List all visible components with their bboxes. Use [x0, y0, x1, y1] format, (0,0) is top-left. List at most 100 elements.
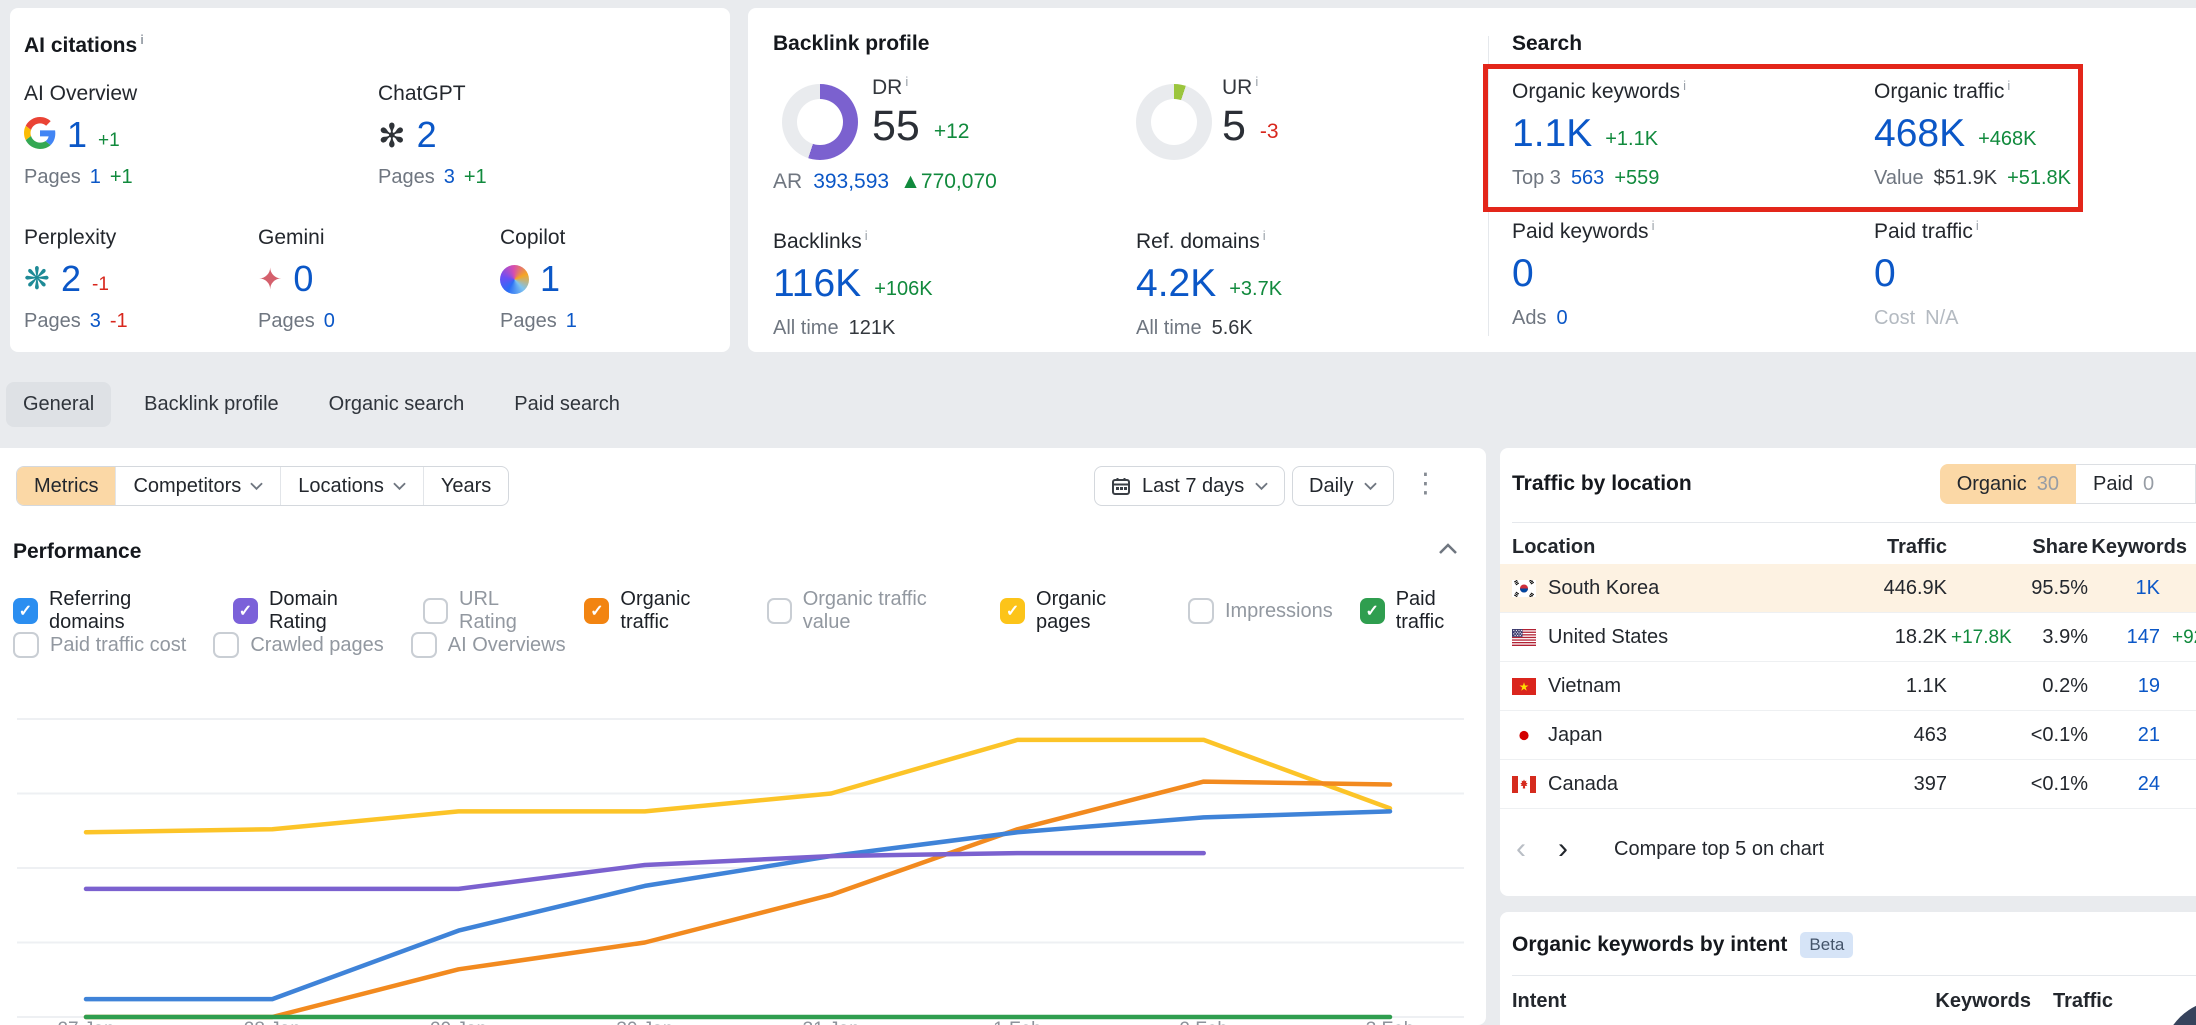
pages-value[interactable]: 1 [89, 166, 101, 188]
filter-locations[interactable]: Locations [280, 467, 423, 505]
filter-competitors[interactable]: Competitors [115, 467, 280, 505]
keywords-link[interactable]: 19 [2137, 675, 2160, 697]
col-traffic[interactable]: Traffic [1886, 536, 1947, 558]
keywords-link[interactable]: 24 [2137, 773, 2160, 795]
col-share[interactable]: Share [2032, 536, 2088, 558]
backlinks-delta: +106K [874, 278, 933, 300]
share-value: 0.2% [2042, 675, 2088, 697]
checked-checkbox-icon[interactable]: ✓ [13, 598, 38, 624]
location-pagination: ‹ › Compare top 5 on chart [1516, 832, 1824, 866]
metric-checkbox-ai-overviews[interactable]: AI Overviews [410, 632, 566, 658]
collapse-chevron-icon[interactable] [1438, 542, 1458, 560]
metric-checkbox-organic-traffic-value[interactable]: Organic traffic value [766, 588, 974, 634]
backlink-profile-title: Backlink profile [773, 32, 930, 55]
location-table-body: South Korea 446.9K 95.5% 1K United State… [1500, 564, 2196, 809]
info-icon[interactable] [1255, 74, 1258, 89]
performance-line-chart[interactable]: 27 Jan 28 Jan 29 Jan 30 Jan 31 Jan 1 Feb 2 Feb… [0, 685, 1486, 1025]
col-location[interactable]: Location [1512, 536, 1596, 558]
table-row-united-states[interactable]: United States 18.2K +17.8K 3.9% 147 +92 [1500, 613, 2196, 662]
unchecked-checkbox-icon[interactable] [766, 598, 792, 624]
info-icon[interactable] [1652, 218, 1655, 233]
filter-locations-label: Locations [298, 474, 384, 497]
metric-checkbox-url-rating[interactable]: URL Rating [422, 588, 557, 634]
tab-general[interactable]: General [6, 382, 112, 427]
beta-badge: Beta [1800, 932, 1854, 958]
info-icon[interactable] [1976, 218, 1979, 233]
keywords-link[interactable]: 21 [2137, 724, 2160, 746]
dr-label: DR [872, 76, 903, 99]
gemini-icon: ✦ [258, 261, 283, 296]
svg-text:30 Jan: 30 Jan [616, 1019, 673, 1025]
pages-label: Pages [378, 166, 435, 188]
organic-traffic-stat: Organic traffic 468K +468K Value $51.9K +5… [1874, 78, 2071, 190]
date-range-dropdown[interactable]: Last 7 days [1094, 466, 1286, 506]
metric-checkbox-organic-pages[interactable]: ✓ Organic pages [1000, 588, 1161, 634]
pages-value[interactable]: 0 [323, 310, 335, 332]
unchecked-checkbox-icon[interactable] [422, 598, 449, 624]
keywords-link[interactable]: 1K [2135, 577, 2160, 599]
location-name: Canada [1548, 773, 1619, 795]
toggle-paid[interactable]: Paid 0 [2076, 464, 2196, 504]
metric-label: Organic traffic value [802, 588, 927, 633]
ads-value[interactable]: 0 [1556, 307, 1568, 329]
metric-checkbox-paid-traffic-cost[interactable]: Paid traffic cost [13, 632, 186, 658]
table-row-vietnam[interactable]: Vietnam 1.1K 0.2% 19 [1500, 662, 2196, 711]
ref-domains-value[interactable]: 4.2K [1136, 262, 1217, 305]
col-keywords[interactable]: Keywords [2091, 536, 2187, 558]
tab-organic-search[interactable]: Organic search [328, 393, 465, 415]
pages-value[interactable]: 3 [89, 310, 101, 332]
info-icon[interactable] [905, 74, 908, 89]
checked-checkbox-icon[interactable]: ✓ [1000, 598, 1026, 624]
unchecked-checkbox-icon[interactable] [410, 632, 437, 658]
table-row-canada[interactable]: Canada 397 <0.1% 24 [1500, 760, 2196, 809]
checked-checkbox-icon[interactable]: ✓ [232, 598, 258, 624]
info-icon[interactable] [865, 228, 868, 243]
paid-traffic-value[interactable]: 0 [1874, 252, 1896, 295]
organic-keywords-label: Organic keywords [1512, 80, 1681, 103]
unchecked-checkbox-icon[interactable] [13, 632, 39, 658]
backlinks-value[interactable]: 116K [773, 262, 862, 305]
more-options-kebab-icon[interactable]: ⋮ [1412, 468, 1439, 499]
organic-keywords-value[interactable]: 1.1K [1512, 112, 1593, 155]
checked-checkbox-icon[interactable]: ✓ [584, 598, 610, 624]
toggle-organic[interactable]: Organic 30 [1939, 464, 2076, 504]
info-icon[interactable] [1683, 78, 1686, 93]
compare-top5-link[interactable]: Compare top 5 on chart [1614, 837, 1825, 860]
organic-traffic-value[interactable]: 468K [1874, 112, 1966, 155]
metric-checkbox-domain-rating[interactable]: ✓ Domain Rating [232, 588, 396, 634]
info-icon[interactable] [2007, 78, 2010, 93]
svg-text:28 Jan: 28 Jan [244, 1019, 301, 1025]
tab-paid-search[interactable]: Paid search [514, 393, 620, 415]
paid-keywords-value[interactable]: 0 [1512, 252, 1534, 295]
prev-page-icon[interactable]: ‹ [1516, 832, 1526, 865]
metric-checkbox-crawled-pages[interactable]: Crawled pages [213, 632, 384, 658]
unchecked-checkbox-icon[interactable] [213, 632, 240, 658]
keywords-link[interactable]: 147 [2126, 626, 2160, 648]
checked-checkbox-icon[interactable]: ✓ [1359, 598, 1385, 624]
copilot-value: 1 [540, 258, 561, 299]
next-page-icon[interactable]: › [1558, 832, 1568, 865]
table-row-japan[interactable]: Japan 463 <0.1% 21 [1500, 711, 2196, 760]
toggle-organic-count: 30 [2036, 472, 2059, 495]
filter-years[interactable]: Years [422, 467, 508, 505]
unchecked-checkbox-icon[interactable] [1187, 598, 1214, 624]
granularity-dropdown[interactable]: Daily [1292, 466, 1395, 506]
ai-citations-title-text: AI citations [24, 34, 138, 57]
metric-checkbox-impressions[interactable]: Impressions [1187, 598, 1333, 624]
tab-backlink-profile[interactable]: Backlink profile [144, 393, 279, 415]
traffic-delta: +17.8K [1951, 627, 2012, 648]
info-icon[interactable] [140, 32, 144, 47]
table-row-south-korea[interactable]: South Korea 446.9K 95.5% 1K [1500, 564, 2196, 613]
metric-checkbox-organic-traffic[interactable]: ✓ Organic traffic [584, 588, 739, 634]
ar-value[interactable]: 393,593 [813, 170, 890, 193]
share-value: <0.1% [2030, 773, 2088, 795]
pages-value[interactable]: 3 [443, 166, 455, 188]
pages-delta: -1 [109, 310, 128, 332]
top3-value[interactable]: 563 [1570, 167, 1605, 189]
metric-label: URL Rating [459, 588, 517, 633]
pages-value[interactable]: 1 [565, 310, 577, 332]
filter-metrics[interactable]: Metrics [17, 467, 116, 505]
info-icon[interactable] [1263, 228, 1266, 243]
metric-checkbox-referring-domains[interactable]: ✓ Referring domains [13, 588, 206, 634]
metric-checkbox-paid-traffic[interactable]: ✓ Paid traffic [1359, 588, 1486, 634]
